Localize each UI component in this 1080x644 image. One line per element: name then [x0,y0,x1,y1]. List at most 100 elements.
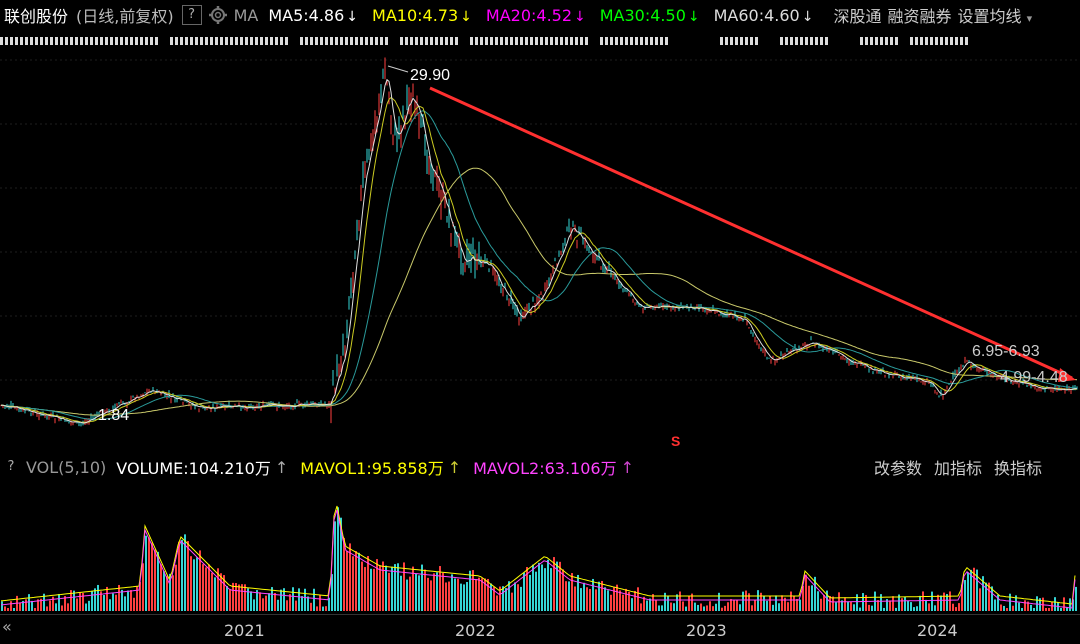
volume-bar [940,595,942,611]
volume-bar [718,592,720,611]
volume-header: ? VOL(5,10) VOLUME:104.210万 ↑ MAVOL1:95.… [0,454,1080,480]
volume-bar [673,603,675,611]
collapse-icon[interactable]: « [2,617,12,636]
stock-name[interactable]: 联创股份 [4,7,69,26]
volume-bar [220,573,222,611]
volume-bar [928,603,930,611]
volume-bar [649,598,651,611]
volume-bar [361,561,363,611]
volume-bar [955,607,957,611]
down-arrow-icon: ↓ [687,8,700,25]
volume-bar [568,581,570,611]
volume-bar [619,590,621,611]
signal-marker[interactable]: S [671,433,680,448]
year-tick: 2022 [455,621,496,640]
trend-arrow-icon [1058,368,1076,382]
volume-bar [196,557,198,611]
volume-bar [52,596,54,611]
volume-bar [889,600,891,611]
volume-bar [736,599,738,611]
volume-bar [826,590,828,611]
add-indicator-button[interactable]: 加指标 [933,459,982,478]
volume-bar [316,606,318,611]
volume-bar [190,556,192,611]
volume-bar [514,582,516,611]
volume-bar [724,605,726,611]
ma-indicator-label[interactable]: MA [233,5,259,25]
volume-bar [850,602,852,611]
help-button[interactable]: ? [181,5,202,25]
volume-bar [253,599,255,611]
volume-bar [757,590,759,611]
chart-grid [0,59,1080,381]
volume-bar [877,600,879,611]
period-label[interactable]: (日线,前复权) [76,7,174,26]
volume-bar [721,607,723,611]
volume-bar [844,597,846,611]
volume-bar [730,599,732,611]
volume-bar [1048,608,1050,611]
volume-bar [370,568,372,611]
volume-bar [835,602,837,611]
volume-bar [583,582,585,611]
volume-bar [775,595,777,611]
volume-bar [586,587,588,611]
volume-bar [130,590,132,611]
volume-bar [79,592,81,611]
volume-bar [121,589,123,611]
volume-bar [175,564,177,611]
volume-bar [988,582,990,611]
volume-bar [685,606,687,611]
volume-bar [331,574,333,611]
volume-bar [1051,602,1053,611]
price-chart[interactable]: 29.90 1.84 6.95-6.93 4.99-4.48 S [0,52,1080,448]
volume-bar [325,606,327,611]
volume-bar [1072,599,1074,611]
volume-bar [64,596,66,611]
volume-bar [391,566,393,611]
volume-bar [841,600,843,611]
volume-bar [466,582,468,611]
year-tick: 2023 [686,621,727,640]
volume-bar [199,550,201,611]
switch-indicator-button[interactable]: 换指标 [993,459,1042,478]
ma-settings-button[interactable]: 设置均线 ▾ [958,3,1033,27]
volume-bar [814,576,816,611]
volume-bar [472,570,474,611]
volume-chart[interactable] [0,480,1080,611]
volume-bar [319,595,321,611]
volume-bar [937,594,939,611]
edit-params-button[interactable]: 改参数 [873,459,922,478]
volume-bar [550,568,552,611]
volume-bar [376,559,378,611]
volume-bar [712,606,714,611]
up-arrow-icon: ↑ [274,457,289,477]
volume-bar [265,595,267,611]
mavol2-value: MAVOL2:63.106万 [473,459,617,478]
masked-text [780,37,830,45]
volume-bar [523,572,525,611]
volume-bar [871,605,873,611]
volume-bar [304,588,306,611]
volume-bar [637,587,639,611]
volume-bar [277,599,279,611]
volume-bar [256,590,258,611]
volume-bar [976,569,978,611]
trend-line[interactable] [429,86,1073,380]
volume-indicator-name[interactable]: VOL(5,10) [26,457,107,477]
volume-bar [34,608,36,611]
down-arrow-icon: ↓ [574,8,586,25]
volume-bar [202,564,204,611]
volume-bar [268,593,270,611]
volume-bar [58,593,60,611]
volume-bar [310,602,312,611]
volume-bar [1054,597,1056,611]
volume-bar [982,576,984,611]
gear-icon[interactable] [208,5,228,25]
volume-help-button[interactable]: ? [7,459,15,474]
volume-bar [238,584,240,611]
hk-connect-link[interactable]: 深股通 [833,7,882,26]
volume-bar [259,592,261,611]
volume-bar [409,576,411,611]
margin-trading-link[interactable]: 融资融券 [887,7,952,26]
